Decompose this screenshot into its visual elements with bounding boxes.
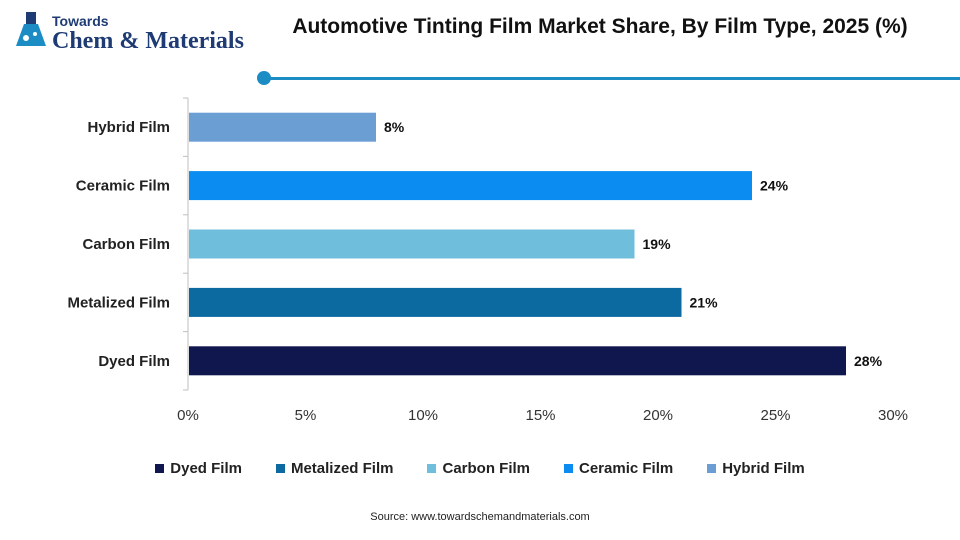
logo-main-text: Chem & Materials [52, 28, 244, 54]
title-divider [264, 77, 960, 80]
bar [189, 229, 635, 259]
legend-label: Metalized Film [290, 460, 394, 477]
category-label: Dyed Film [98, 353, 170, 370]
category-label: Metalized Film [67, 294, 170, 311]
legend-swatch [707, 464, 717, 473]
x-tick-label: 5% [295, 407, 317, 424]
legend-swatch [564, 464, 573, 473]
category-label: Hybrid Film [87, 119, 170, 136]
legend-swatch [155, 464, 165, 473]
x-tick-label: 20% [643, 407, 673, 424]
data-label: 24% [760, 178, 789, 194]
bar [189, 346, 846, 376]
legend-item: Metalized Film [275, 460, 394, 477]
divider-dot [257, 71, 271, 85]
chart-legend: Dyed Film Metalized Film Carbon Film Cerami… [0, 460, 960, 477]
legend-item: Ceramic Film [564, 460, 673, 477]
legend-label: Hybrid Film [722, 460, 805, 477]
legend-label: Ceramic Film [579, 460, 674, 477]
legend-label: Dyed Film [170, 460, 242, 477]
data-label: 28% [854, 353, 883, 369]
x-tick-label: 0% [177, 407, 199, 424]
brand-logo: Towards Chem & Materials [14, 8, 264, 68]
bar [189, 112, 376, 142]
source-note: Source: www.towardschemandmaterials.com [370, 511, 590, 523]
category-label: Carbon Film [82, 236, 170, 253]
legend-item: Dyed Film [155, 460, 242, 477]
legend-item: Carbon Film [427, 460, 530, 477]
data-label: 21% [690, 294, 719, 310]
legend-label: Carbon Film [442, 460, 530, 477]
legend-swatch [427, 464, 437, 473]
category-label: Ceramic Film [76, 178, 170, 195]
logo-top-text: Towards [52, 13, 109, 29]
bar [189, 287, 682, 317]
data-label: 8% [384, 119, 405, 135]
flask-icon [16, 12, 46, 46]
bar [189, 171, 752, 201]
x-tick-label: 10% [408, 407, 438, 424]
legend-swatch [275, 464, 285, 473]
x-tick-label: 30% [878, 407, 908, 424]
data-label: 19% [643, 236, 672, 252]
x-tick-label: 25% [760, 407, 790, 424]
chart-title: Automotive Tinting Film Market Share, By… [292, 15, 908, 38]
legend-item: Hybrid Film [707, 460, 805, 477]
x-tick-label: 15% [525, 407, 555, 424]
